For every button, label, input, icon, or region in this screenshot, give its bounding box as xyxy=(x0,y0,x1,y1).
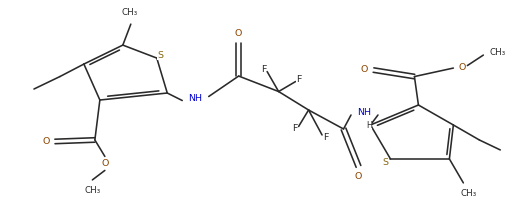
Text: F: F xyxy=(322,134,328,142)
Text: NH: NH xyxy=(357,108,371,118)
Text: NH: NH xyxy=(187,94,201,103)
Text: O: O xyxy=(360,65,368,73)
Text: O: O xyxy=(101,159,109,168)
Text: S: S xyxy=(157,51,163,60)
Text: F: F xyxy=(291,125,297,134)
Text: F: F xyxy=(295,75,300,84)
Text: CH₃: CH₃ xyxy=(460,189,476,198)
Text: O: O xyxy=(234,29,242,38)
Text: O: O xyxy=(42,137,49,146)
Text: S: S xyxy=(382,158,388,167)
Text: CH₃: CH₃ xyxy=(488,47,504,57)
Text: CH₃: CH₃ xyxy=(122,8,138,17)
Text: O: O xyxy=(354,172,362,181)
Text: CH₃: CH₃ xyxy=(84,186,100,195)
Text: O: O xyxy=(458,62,465,71)
Text: F: F xyxy=(261,65,266,73)
Text: H: H xyxy=(366,121,372,131)
